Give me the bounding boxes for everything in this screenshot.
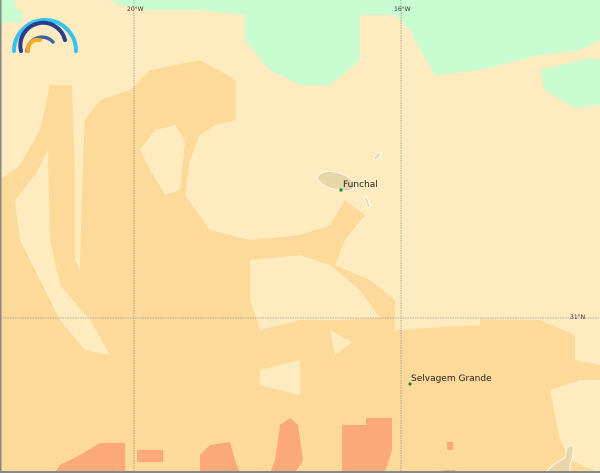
porto-santo-island [373,152,382,161]
green-region-top [110,0,600,85]
funchal-marker [339,188,343,192]
green-region-topleft [0,0,22,25]
place-label-selvagem-grande: Selvagem Grande [411,374,492,384]
green-region-right [540,58,600,108]
desertas-island [364,193,371,209]
madeira-island [316,171,357,192]
rainbow-arc-logo [12,18,78,53]
lat-label-31n: 31°N [570,314,586,321]
lon-label-16w: 16°W [394,6,411,13]
place-label-funchal: Funchal [343,180,378,190]
selvagem-marker [408,382,412,386]
cream-holes [15,110,600,473]
canary-island [544,444,574,473]
lon-label-20w: 20°W [127,6,144,13]
salmon-regions [55,418,455,473]
